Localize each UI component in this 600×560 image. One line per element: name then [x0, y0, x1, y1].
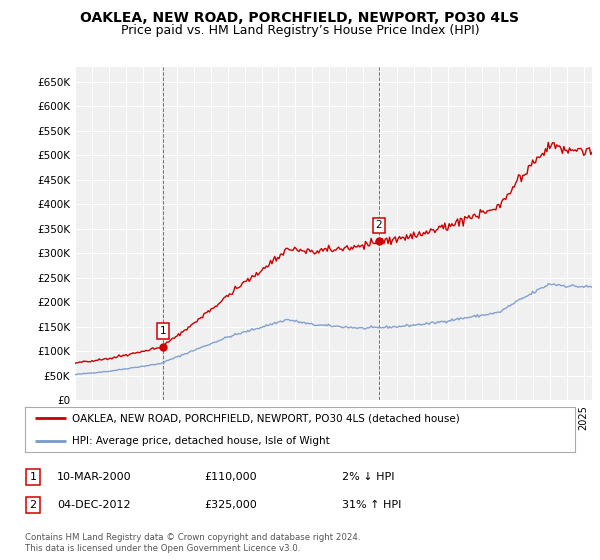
Text: HPI: Average price, detached house, Isle of Wight: HPI: Average price, detached house, Isle… — [72, 436, 329, 446]
Text: 2: 2 — [29, 500, 37, 510]
Text: £325,000: £325,000 — [204, 500, 257, 510]
Text: 31% ↑ HPI: 31% ↑ HPI — [342, 500, 401, 510]
Text: 10-MAR-2000: 10-MAR-2000 — [57, 472, 131, 482]
Text: 2: 2 — [376, 221, 382, 231]
Text: 2% ↓ HPI: 2% ↓ HPI — [342, 472, 395, 482]
Text: 04-DEC-2012: 04-DEC-2012 — [57, 500, 131, 510]
Text: Contains HM Land Registry data © Crown copyright and database right 2024.
This d: Contains HM Land Registry data © Crown c… — [25, 533, 361, 553]
Text: OAKLEA, NEW ROAD, PORCHFIELD, NEWPORT, PO30 4LS: OAKLEA, NEW ROAD, PORCHFIELD, NEWPORT, P… — [80, 11, 520, 25]
Text: 1: 1 — [29, 472, 37, 482]
Text: 1: 1 — [160, 326, 166, 336]
Text: OAKLEA, NEW ROAD, PORCHFIELD, NEWPORT, PO30 4LS (detached house): OAKLEA, NEW ROAD, PORCHFIELD, NEWPORT, P… — [72, 413, 460, 423]
Text: Price paid vs. HM Land Registry’s House Price Index (HPI): Price paid vs. HM Land Registry’s House … — [121, 24, 479, 36]
Text: £110,000: £110,000 — [204, 472, 257, 482]
